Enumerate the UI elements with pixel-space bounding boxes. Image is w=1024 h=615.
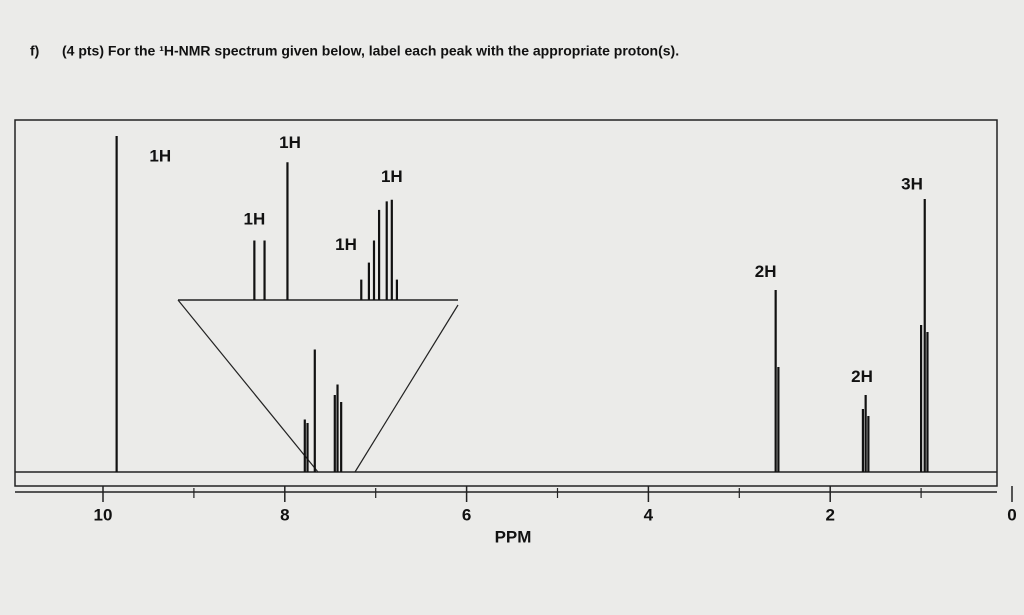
- question-label: f): [30, 43, 39, 59]
- zoom-line: [177, 299, 319, 473]
- plot-frame: [14, 119, 998, 487]
- integration-label: 1H: [243, 210, 265, 229]
- x-tick-label: 0: [1007, 505, 1016, 524]
- integration-label: 1H: [335, 235, 357, 254]
- question-text: (4 pts) For the ¹H-NMR spectrum given be…: [62, 43, 679, 59]
- integration-label: 1H: [381, 167, 403, 186]
- zoom-line: [354, 304, 459, 473]
- integration-label: 3H: [901, 174, 923, 193]
- x-tick-label: 10: [94, 505, 113, 524]
- x-tick-label: 6: [462, 505, 471, 524]
- x-tick-label: 4: [644, 505, 654, 524]
- integration-label: 1H: [149, 146, 171, 165]
- integration-label: 1H: [279, 133, 301, 152]
- integration-label: 2H: [851, 367, 873, 386]
- x-tick-label: 2: [825, 505, 834, 524]
- integration-label: 2H: [755, 262, 777, 281]
- x-axis-label: PPM: [495, 527, 532, 546]
- x-tick-label: 8: [280, 505, 289, 524]
